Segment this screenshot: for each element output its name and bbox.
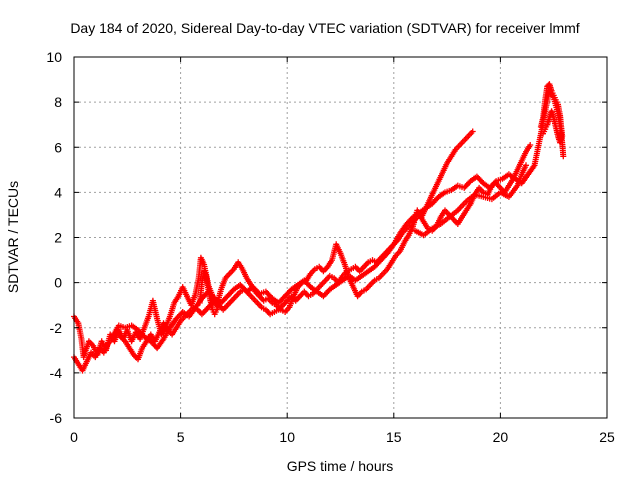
y-tick-label: 0 <box>54 275 62 291</box>
y-tick-label: 10 <box>46 49 62 65</box>
x-tick-label: 20 <box>493 429 509 445</box>
grid <box>74 57 607 418</box>
data-point <box>540 130 546 137</box>
data-point <box>469 128 476 135</box>
chart-title: Day 184 of 2020, Sidereal Day-to-day VTE… <box>70 20 579 36</box>
data-point <box>560 153 567 160</box>
axis-ticks: 0 5 10 15 20 25 -6 -4 -2 0 2 4 6 8 10 <box>46 49 615 445</box>
x-axis-label: GPS time / hours <box>287 458 394 474</box>
y-tick-label: 6 <box>54 139 62 155</box>
y-tick-label: -6 <box>50 410 63 426</box>
x-tick-label: 10 <box>279 429 295 445</box>
series-trace-f <box>196 268 222 318</box>
y-tick-label: 4 <box>54 184 62 200</box>
data-point <box>216 299 222 306</box>
y-tick-label: 8 <box>54 94 62 110</box>
x-tick-label: 0 <box>70 429 78 445</box>
x-tick-label: 5 <box>177 429 185 445</box>
x-tick-label: 15 <box>386 429 402 445</box>
y-tick-label: -2 <box>50 320 63 336</box>
series-trace-c <box>109 87 567 352</box>
data-point <box>523 162 529 169</box>
data-point <box>491 179 498 186</box>
y-tick-label: -4 <box>50 365 63 381</box>
data-point <box>527 142 534 148</box>
y-axis-label: SDTVAR / TECUs <box>5 181 21 293</box>
data-points <box>71 81 567 374</box>
series-trace-d <box>537 81 566 146</box>
x-tick-label: 25 <box>599 429 615 445</box>
y-tick-label: 2 <box>54 230 62 246</box>
series-trace-e <box>412 162 529 239</box>
